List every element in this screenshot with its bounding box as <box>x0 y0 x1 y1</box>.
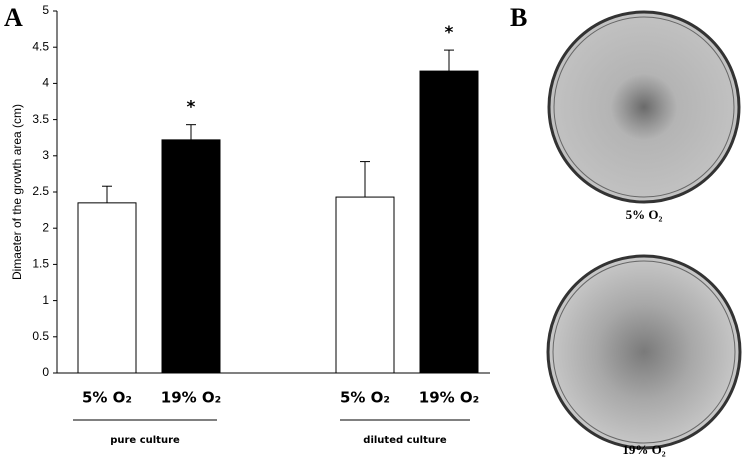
y-tick-label: 0.5 <box>32 329 49 343</box>
petri-dish-rim <box>553 16 735 198</box>
bar <box>77 202 137 374</box>
panel-label: A <box>4 3 23 32</box>
y-tick-label: 4.5 <box>32 39 49 53</box>
y-tick-label: 0 <box>42 365 49 379</box>
plate-label: 5% O₂ <box>626 207 663 222</box>
petri-dish-rim <box>552 260 736 444</box>
group-label: diluted culture <box>363 435 447 446</box>
bar <box>419 70 479 374</box>
y-tick-label: 4 <box>42 76 49 90</box>
significance-mark: * <box>187 98 196 118</box>
petri-dish <box>546 254 742 450</box>
y-tick-label: 2 <box>42 220 49 234</box>
petri-dish <box>547 10 741 204</box>
y-tick-label: 3.5 <box>32 112 49 126</box>
group-label: pure culture <box>110 435 180 446</box>
x-tick-label: 5% O₂ <box>82 389 132 407</box>
panel-label: B <box>510 3 527 32</box>
y-axis-label: Dimaeter of the growth area (cm) <box>10 104 24 280</box>
y-tick-label: 1 <box>42 293 49 307</box>
bar <box>161 139 221 374</box>
plate-label: 19% O₂ <box>622 442 665 457</box>
y-tick-label: 5 <box>42 3 49 17</box>
x-tick-label: 5% O₂ <box>340 389 390 407</box>
x-tick-label: 19% O₂ <box>161 389 221 407</box>
significance-mark: * <box>445 23 454 43</box>
y-tick-label: 2.5 <box>32 184 49 198</box>
y-tick-label: 3 <box>42 148 49 162</box>
x-tick-label: 19% O₂ <box>419 389 479 407</box>
y-tick-label: 1.5 <box>32 257 49 271</box>
bar <box>335 196 395 374</box>
